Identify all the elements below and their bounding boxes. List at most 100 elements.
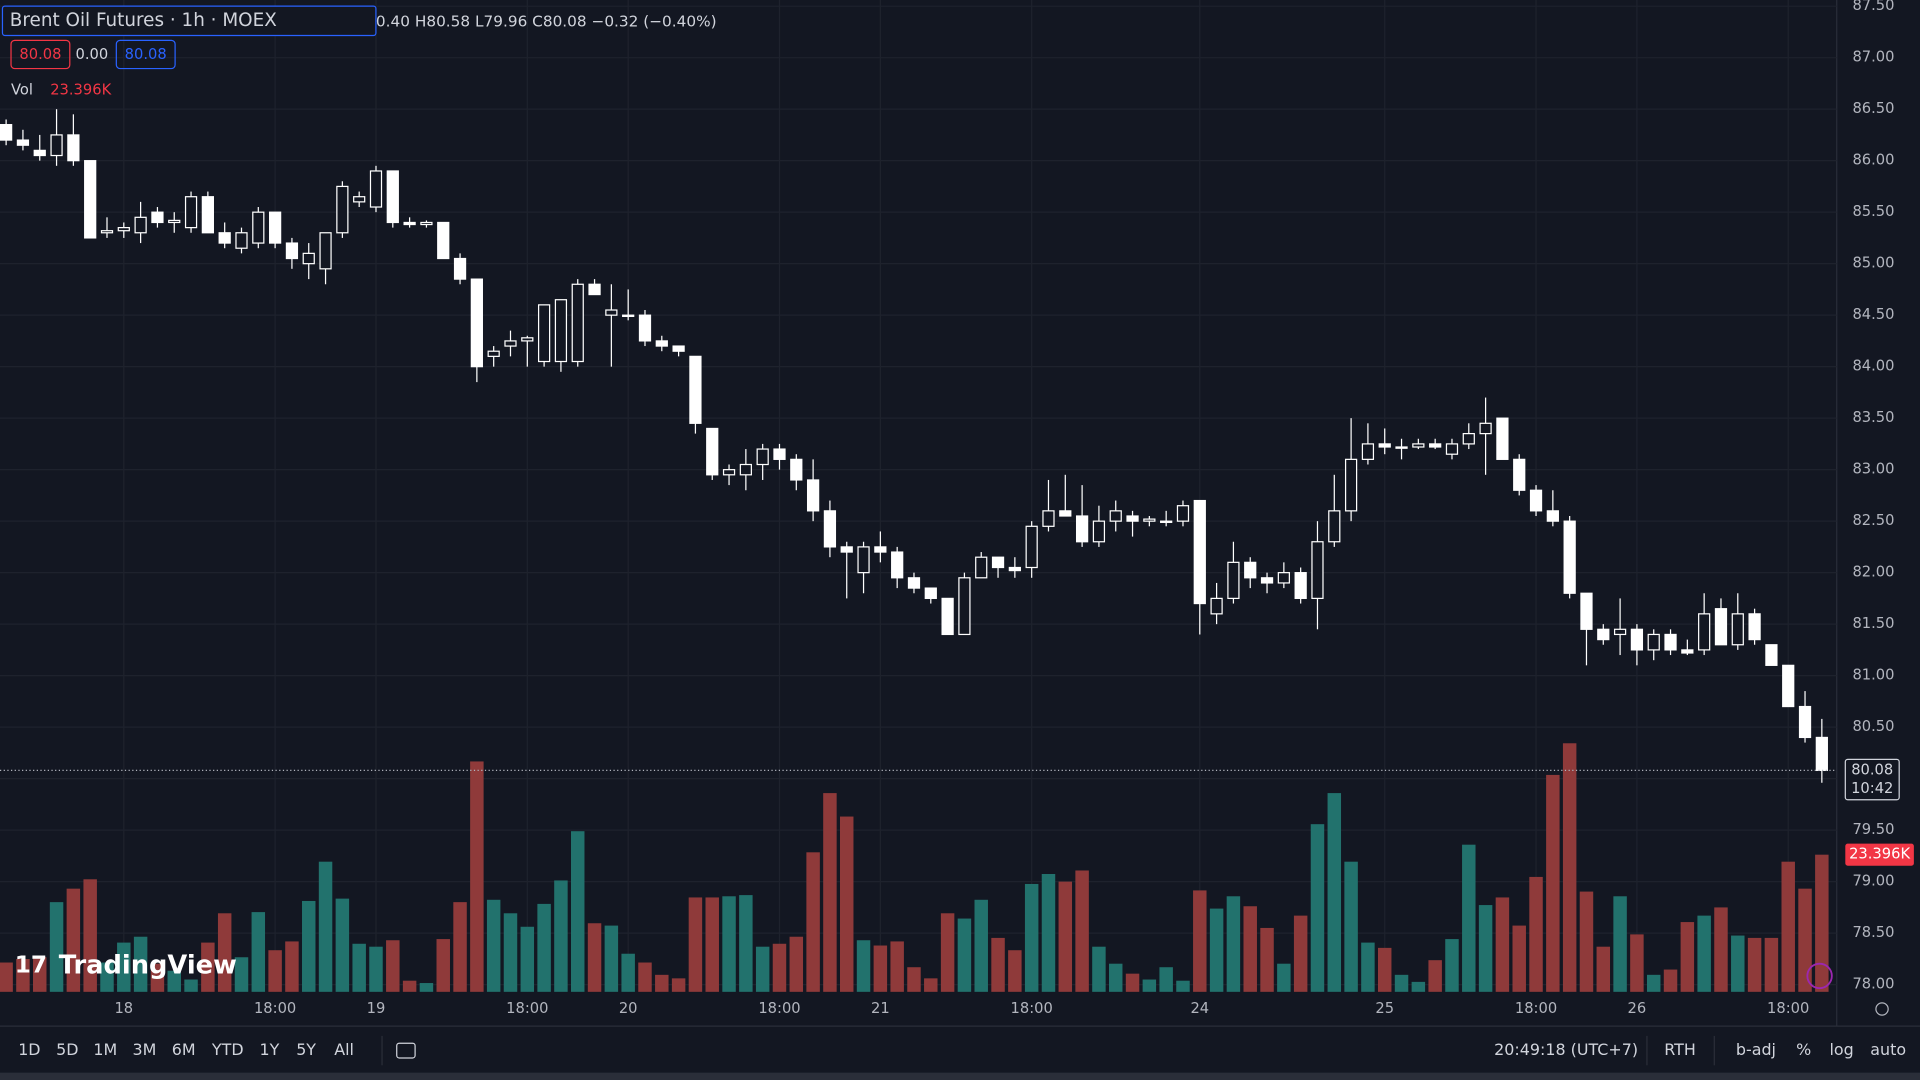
candle-body xyxy=(689,355,702,424)
volume-bar xyxy=(1697,915,1711,992)
candle-body xyxy=(1008,566,1021,572)
candle-body xyxy=(1176,505,1190,522)
x-tick-label: 18 xyxy=(114,1000,133,1017)
option-button[interactable]: log xyxy=(1830,1040,1854,1059)
volume-bar xyxy=(1327,793,1342,992)
volume-bar xyxy=(1747,937,1762,992)
candle-body xyxy=(1529,489,1543,512)
y-tick-label: 87.50 xyxy=(1852,0,1894,14)
volume-bar xyxy=(940,913,955,992)
candle-body xyxy=(319,232,332,270)
volume-bar xyxy=(470,761,484,992)
volume-bar xyxy=(201,942,215,992)
candle-body xyxy=(1126,515,1139,522)
candle-body xyxy=(857,546,870,574)
volume-bar xyxy=(251,912,266,992)
candle-body xyxy=(1681,649,1694,654)
goto-date-button[interactable] xyxy=(396,1042,416,1059)
y-tick-label: 87.00 xyxy=(1852,49,1894,66)
sell-button[interactable] xyxy=(10,39,71,70)
option-button[interactable]: RTH xyxy=(1664,1040,1696,1059)
candle-body xyxy=(1815,736,1828,772)
volume-bar xyxy=(133,936,148,992)
candle-body xyxy=(823,510,837,548)
candle-body xyxy=(739,463,752,476)
range-button[interactable]: 3M xyxy=(133,1040,157,1059)
candle-body xyxy=(706,427,719,476)
volume-bar xyxy=(302,900,316,992)
volume-bar xyxy=(1579,891,1594,992)
candle-body xyxy=(874,546,887,553)
candle-body xyxy=(302,252,315,265)
candle-body xyxy=(790,458,803,481)
y-tick-label: 82.50 xyxy=(1852,512,1894,529)
candle-body xyxy=(1395,446,1408,449)
volume-bar xyxy=(1680,922,1695,992)
candle-body xyxy=(1378,443,1391,448)
candle-body xyxy=(84,160,97,239)
candle-body xyxy=(386,170,399,224)
volume-bar xyxy=(1092,946,1106,992)
clock: 20:49:18 (UTC+7) xyxy=(1494,1040,1638,1059)
volume-bar xyxy=(117,942,131,992)
candle-body xyxy=(369,170,383,208)
volume-bar xyxy=(33,957,47,992)
buy-button[interactable] xyxy=(115,39,176,70)
volume-bar xyxy=(369,946,383,992)
volume-bar xyxy=(1630,934,1644,992)
candle-body xyxy=(1765,644,1778,666)
candle-body xyxy=(1294,572,1307,600)
option-button[interactable]: auto xyxy=(1870,1040,1906,1059)
candle-body xyxy=(991,556,1005,569)
volume-bar xyxy=(1075,870,1089,992)
lightning-button[interactable] xyxy=(1806,962,1833,990)
range-button[interactable]: 5D xyxy=(56,1040,78,1059)
y-tick-label: 81.00 xyxy=(1852,667,1894,684)
range-button[interactable]: All xyxy=(334,1040,354,1059)
y-tick-label: 79.00 xyxy=(1852,873,1894,890)
volume-bar xyxy=(1562,743,1577,992)
option-button[interactable]: b-adj xyxy=(1736,1040,1776,1059)
countdown-label: 10:42 xyxy=(1851,780,1893,797)
candle-body xyxy=(1580,592,1593,630)
candle-body xyxy=(1714,608,1728,646)
range-button[interactable]: 6M xyxy=(172,1040,196,1059)
volume-bar xyxy=(974,899,988,992)
option-button[interactable]: % xyxy=(1796,1040,1811,1059)
range-button[interactable]: 1D xyxy=(18,1040,40,1059)
volume-bar xyxy=(671,978,686,992)
candle-body xyxy=(840,546,853,553)
volume-bar xyxy=(722,896,736,992)
volume-bar xyxy=(1445,939,1459,992)
volume-bar xyxy=(1125,973,1140,992)
volume-bar xyxy=(66,888,81,992)
candle-body xyxy=(521,337,534,342)
volume-bar xyxy=(352,943,366,992)
candle-body xyxy=(16,139,30,146)
volume-bar xyxy=(1394,974,1409,992)
range-button[interactable]: 5Y xyxy=(296,1040,316,1059)
candle-body xyxy=(134,216,147,234)
title-box[interactable] xyxy=(1,5,377,37)
volume-bar xyxy=(1008,950,1022,992)
candle-body xyxy=(605,309,618,316)
candle-body xyxy=(806,479,820,512)
range-button[interactable]: YTD xyxy=(211,1040,244,1059)
candle-body xyxy=(201,196,214,234)
volume-bar xyxy=(1546,774,1560,992)
volume-bar xyxy=(991,937,1005,992)
volume-bar xyxy=(1176,980,1190,992)
volume-bar xyxy=(1058,881,1073,992)
volume-bar xyxy=(150,963,165,992)
range-button[interactable]: 1M xyxy=(93,1040,117,1059)
candle-body xyxy=(487,350,500,357)
volume-bar xyxy=(1108,963,1123,992)
volume-bar xyxy=(184,979,198,992)
candle-body xyxy=(1059,510,1072,517)
candle-body xyxy=(1092,520,1106,543)
y-tick-label: 86.00 xyxy=(1852,152,1894,169)
settings-button[interactable] xyxy=(1875,1002,1889,1016)
candle-body xyxy=(722,469,736,476)
range-button[interactable]: 1Y xyxy=(259,1040,279,1059)
candle-body xyxy=(1479,422,1492,435)
